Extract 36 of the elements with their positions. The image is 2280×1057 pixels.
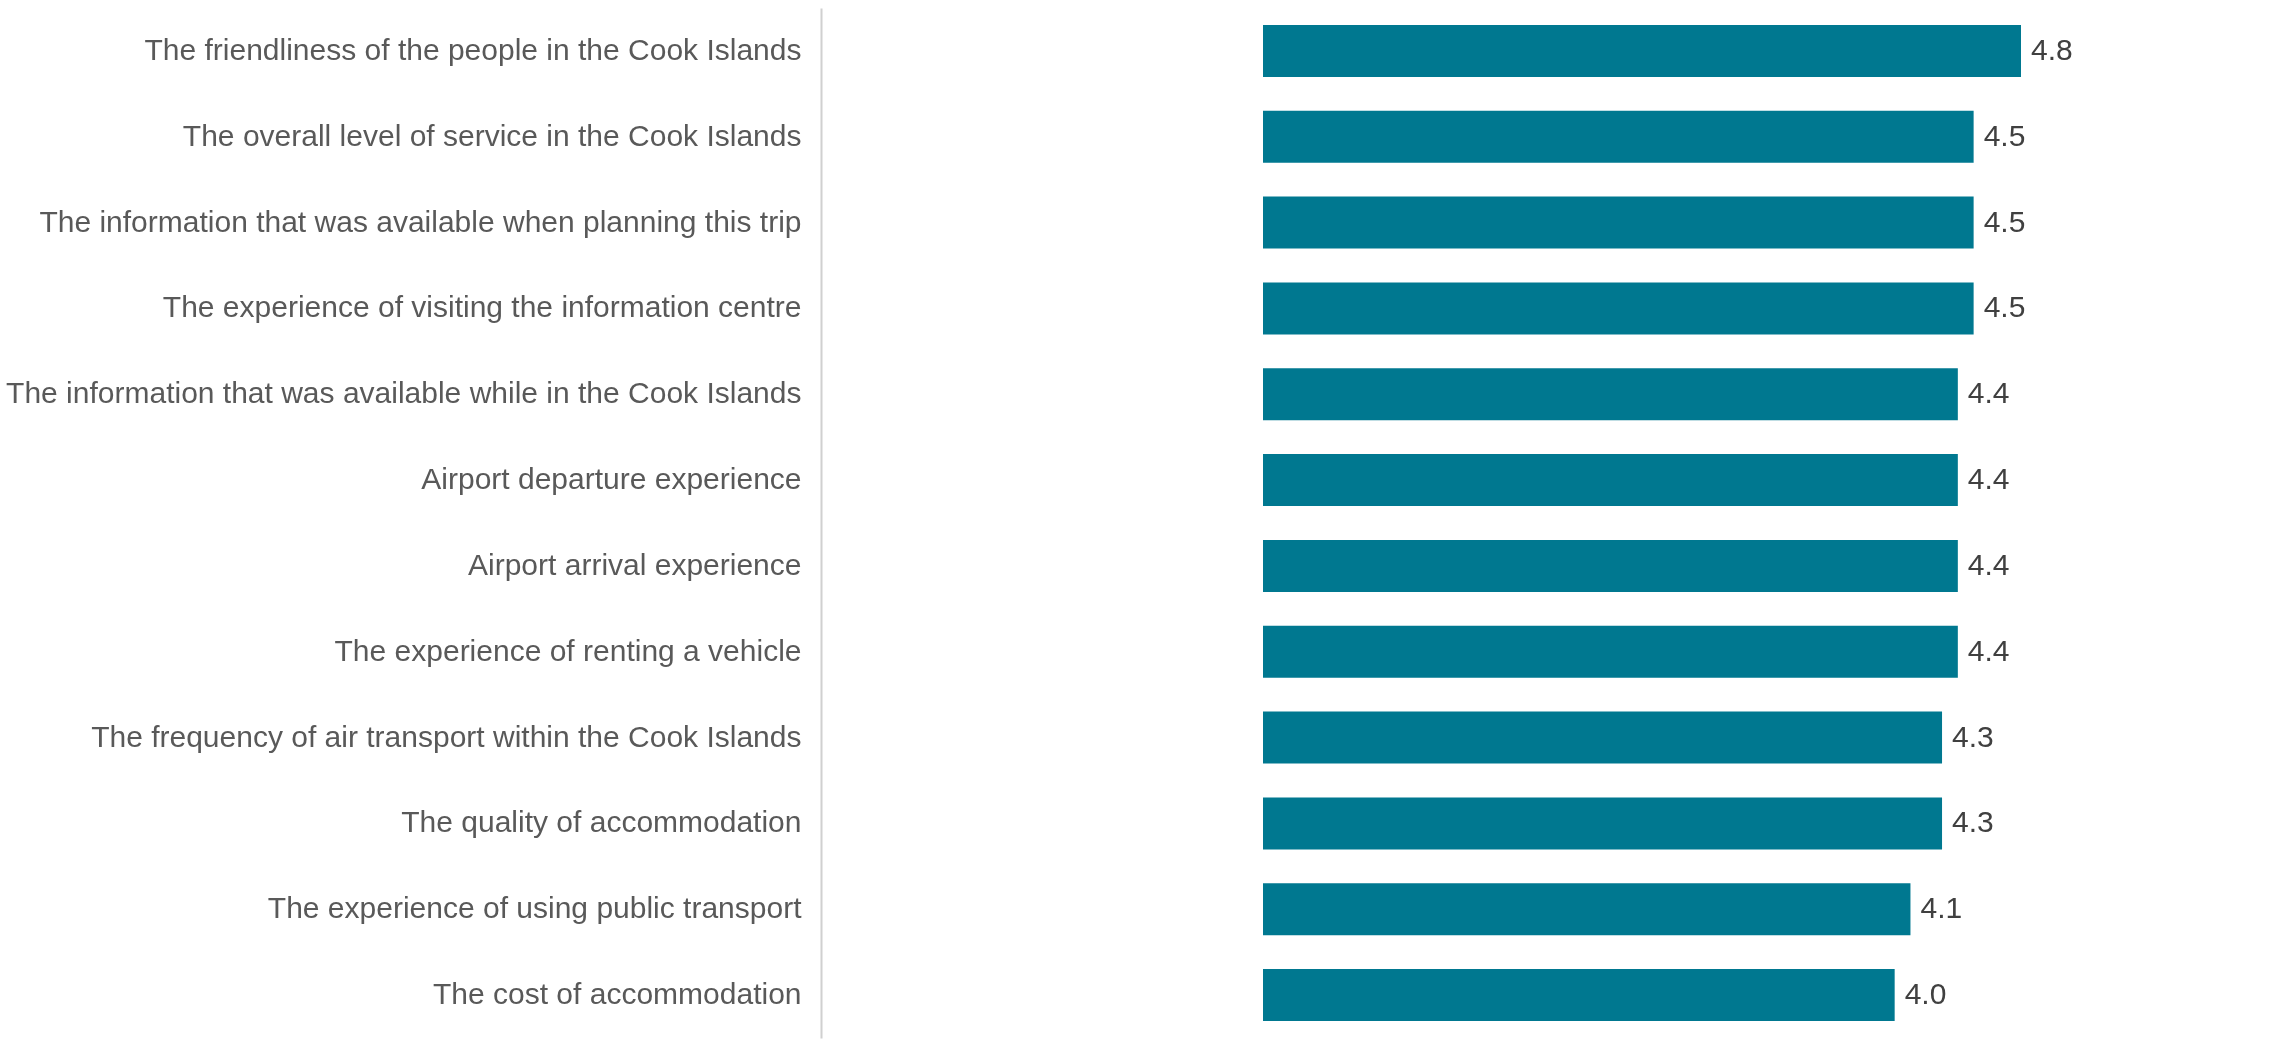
bar bbox=[1263, 797, 1943, 850]
bar bbox=[1263, 454, 1958, 507]
data-label: 4.4 bbox=[1967, 376, 2010, 410]
y-tick-label: The experience of renting a vehicle bbox=[334, 633, 802, 667]
bar bbox=[1263, 969, 1895, 1022]
data-label: 4.4 bbox=[1967, 462, 2010, 496]
y-tick-label: The frequency of air transport within the Cook Islands bbox=[91, 719, 802, 753]
bar bbox=[1263, 110, 1974, 163]
y-tick-label: Airport arrival experience bbox=[468, 547, 802, 581]
data-label: 4.5 bbox=[1983, 118, 2026, 152]
y-tick-label: Airport departure experience bbox=[421, 462, 802, 496]
bar bbox=[1263, 883, 1911, 936]
bar bbox=[1263, 625, 1958, 678]
data-label: 4.5 bbox=[1983, 290, 2026, 324]
data-label: 4.4 bbox=[1967, 547, 2010, 581]
bar bbox=[1263, 711, 1943, 764]
y-tick-label: The information that was available while in the Cook Islands bbox=[6, 376, 802, 410]
data-label: 4.8 bbox=[2031, 32, 2073, 66]
y-tick-label: The friendliness of the people in the Cook Islands bbox=[144, 32, 802, 66]
data-label: 4.5 bbox=[1983, 204, 2026, 238]
bar bbox=[1263, 368, 1958, 421]
data-label: 4.4 bbox=[1967, 633, 2010, 667]
bar bbox=[1263, 24, 2021, 77]
y-tick-label: The overall level of service in the Cook Islands bbox=[182, 118, 802, 152]
data-label: 4.3 bbox=[1952, 805, 1994, 839]
y-tick-label: The quality of accommodation bbox=[401, 805, 802, 839]
bar bbox=[1263, 539, 1958, 592]
data-label: 4.1 bbox=[1920, 891, 1963, 925]
y-tick-label: The experience of using public transport bbox=[267, 891, 803, 925]
y-tick-label: The information that was available when planning this trip bbox=[39, 204, 802, 238]
data-label: 4.3 bbox=[1952, 719, 1994, 753]
y-tick-label: The cost of accommodation bbox=[432, 977, 802, 1011]
bar bbox=[1263, 196, 1974, 249]
bar bbox=[1263, 282, 1974, 335]
data-label: 4.0 bbox=[1904, 977, 1947, 1011]
y-tick-label: The experience of visiting the information centre bbox=[162, 290, 802, 324]
